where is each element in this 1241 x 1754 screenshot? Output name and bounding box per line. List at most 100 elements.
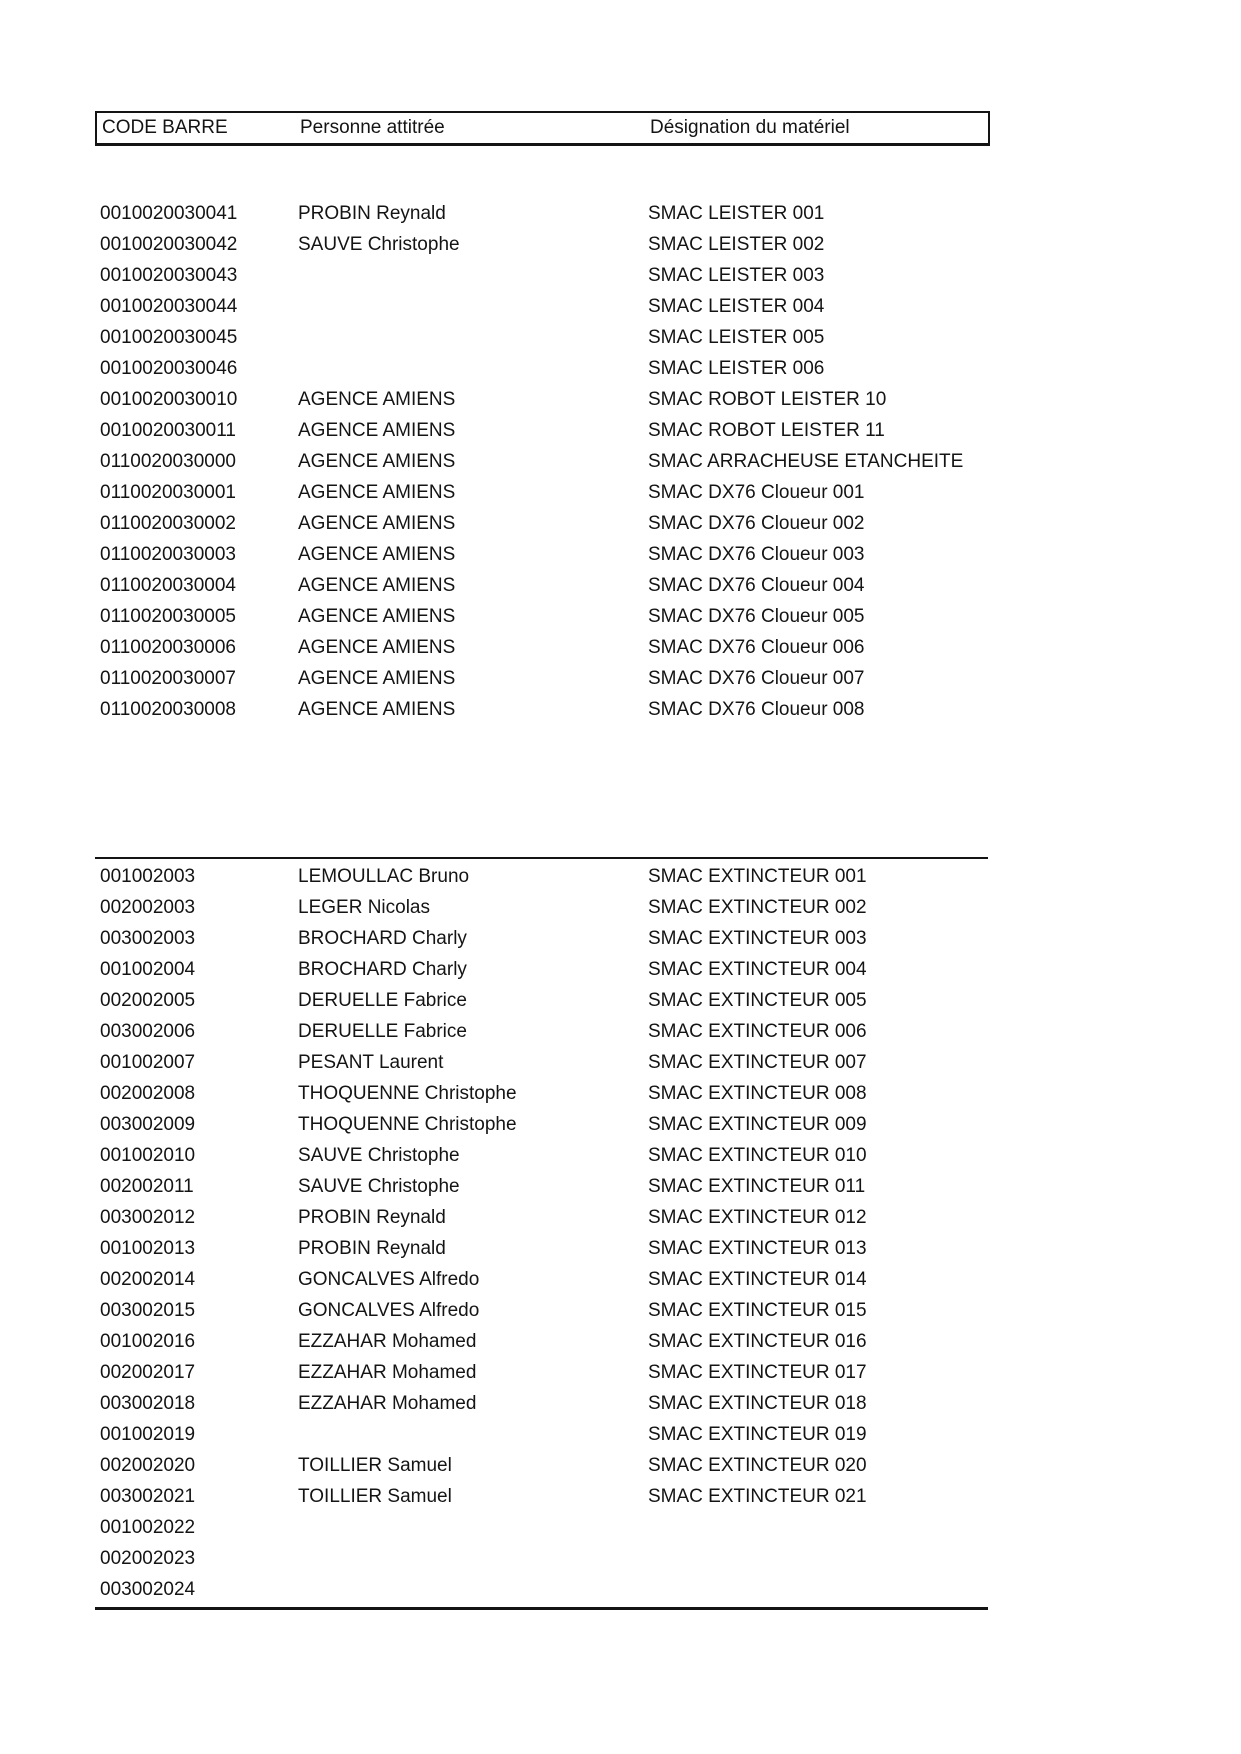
- cell-designation: SMAC DX76 Cloueur 002: [648, 513, 865, 534]
- cell-code: 001002003: [100, 866, 196, 887]
- cell-designation: SMAC DX76 Cloueur 007: [648, 668, 865, 689]
- cell-code: 003002003: [100, 928, 196, 949]
- cell-person: PROBIN Reynald: [298, 203, 446, 224]
- cell-code: 0110020030007: [100, 668, 236, 689]
- cell-code: 0010020030045: [100, 327, 238, 348]
- cell-designation: SMAC EXTINCTEUR 018: [648, 1393, 867, 1414]
- cell-designation: SMAC EXTINCTEUR 008: [648, 1083, 867, 1104]
- table-row: 001002016 EZZAHAR Mohamed SMAC EXTINCTEUR …: [0, 1326, 1241, 1357]
- cell-code: 0110020030008: [100, 699, 236, 720]
- cell-person: AGENCE AMIENS: [298, 482, 456, 503]
- cell-designation: SMAC LEISTER 001: [648, 203, 825, 224]
- table-row: 001002022: [0, 1512, 1241, 1543]
- cell-person: EZZAHAR Mohamed: [298, 1331, 477, 1352]
- cell-person: PROBIN Reynald: [298, 1207, 446, 1228]
- header-cell-designation-materiel: Désignation du matériel: [650, 117, 850, 138]
- cell-designation: SMAC EXTINCTEUR 010: [648, 1145, 867, 1166]
- table-row: 0010020030011 AGENCE AMIENS SMAC ROBOT LEI…: [0, 415, 1241, 446]
- cell-designation: SMAC EXTINCTEUR 009: [648, 1114, 867, 1135]
- cell-code: 0110020030006: [100, 637, 236, 658]
- cell-designation: SMAC EXTINCTEUR 007: [648, 1052, 867, 1073]
- cell-designation: SMAC EXTINCTEUR 015: [648, 1300, 867, 1321]
- table-row: 002002011 SAUVE Christophe SMAC EXTINCTEUR…: [0, 1171, 1241, 1202]
- section-divider-top: [95, 857, 988, 859]
- cell-person: AGENCE AMIENS: [298, 544, 456, 565]
- cell-designation: SMAC EXTINCTEUR 017: [648, 1362, 867, 1383]
- cell-code: 001002019: [100, 1424, 196, 1445]
- table-row: 001002003 LEMOULLAC Bruno SMAC EXTINCTEUR …: [0, 861, 1241, 892]
- table-row: 0110020030006 AGENCE AMIENS SMAC DX76 Clou…: [0, 632, 1241, 663]
- table-row: 0010020030042 SAUVE Christophe SMAC LEISTE…: [0, 229, 1241, 260]
- cell-person: DERUELLE Fabrice: [298, 990, 467, 1011]
- table-row: 0110020030000 AGENCE AMIENS SMAC ARRACHEUS…: [0, 446, 1241, 477]
- cell-code: 0110020030002: [100, 513, 236, 534]
- table-row: 002002005 DERUELLE Fabrice SMAC EXTINCTEUR…: [0, 985, 1241, 1016]
- cell-designation: SMAC ROBOT LEISTER 11: [648, 420, 885, 441]
- cell-designation: SMAC EXTINCTEUR 006: [648, 1021, 867, 1042]
- cell-person: AGENCE AMIENS: [298, 451, 456, 472]
- table-row: 001002007 PESANT Laurent SMAC EXTINCTEUR 0…: [0, 1047, 1241, 1078]
- header-cell-personne-attitree: Personne attitrée: [300, 117, 445, 138]
- cell-designation: SMAC EXTINCTEUR 013: [648, 1238, 867, 1259]
- cell-code: 001002004: [100, 959, 196, 980]
- table-row: 0010020030010 AGENCE AMIENS SMAC ROBOT LEI…: [0, 384, 1241, 415]
- table-row: 0010020030046 SMAC LEISTER 006: [0, 353, 1241, 384]
- cell-designation: SMAC EXTINCTEUR 011: [648, 1176, 866, 1197]
- table-row: 002002008 THOQUENNE Christophe SMAC EXTINC…: [0, 1078, 1241, 1109]
- cell-person: LEMOULLAC Bruno: [298, 866, 470, 887]
- cell-person: TOILLIER Samuel: [298, 1486, 452, 1507]
- table-row: 0010020030041 PROBIN Reynald SMAC LEISTER …: [0, 198, 1241, 229]
- header-cell-code-barre: CODE BARRE: [102, 117, 228, 138]
- table-row: 003002003 BROCHARD Charly SMAC EXTINCTEUR …: [0, 923, 1241, 954]
- cell-code: 003002021: [100, 1486, 196, 1507]
- cell-designation: SMAC DX76 Cloueur 003: [648, 544, 865, 565]
- cell-person: AGENCE AMIENS: [298, 420, 456, 441]
- cell-person: EZZAHAR Mohamed: [298, 1393, 477, 1414]
- cell-code: 003002006: [100, 1021, 196, 1042]
- cell-person: AGENCE AMIENS: [298, 668, 456, 689]
- cell-code: 002002017: [100, 1362, 196, 1383]
- cell-designation: SMAC EXTINCTEUR 012: [648, 1207, 867, 1228]
- cell-designation: SMAC EXTINCTEUR 019: [648, 1424, 867, 1445]
- cell-code: 0110020030000: [100, 451, 236, 472]
- table-row: 001002010 SAUVE Christophe SMAC EXTINCTEUR…: [0, 1140, 1241, 1171]
- table-row: 002002003 LEGER Nicolas SMAC EXTINCTEUR 00…: [0, 892, 1241, 923]
- cell-code: 0110020030004: [100, 575, 236, 596]
- table-row: 003002024: [0, 1574, 1241, 1605]
- cell-person: THOQUENNE Christophe: [298, 1114, 517, 1135]
- extincteur-section-rows: 001002003 LEMOULLAC Bruno SMAC EXTINCTEUR …: [0, 861, 1241, 1605]
- cell-code: 003002012: [100, 1207, 196, 1228]
- cell-person: AGENCE AMIENS: [298, 637, 456, 658]
- cell-designation: SMAC DX76 Cloueur 001: [648, 482, 865, 503]
- cell-person: AGENCE AMIENS: [298, 699, 456, 720]
- cell-person: AGENCE AMIENS: [298, 606, 456, 627]
- cell-designation: SMAC ROBOT LEISTER 10: [648, 389, 887, 410]
- cell-code: 002002008: [100, 1083, 196, 1104]
- table-row: 002002017 EZZAHAR Mohamed SMAC EXTINCTEUR …: [0, 1357, 1241, 1388]
- cell-code: 003002009: [100, 1114, 196, 1135]
- table-row: 003002006 DERUELLE Fabrice SMAC EXTINCTEUR…: [0, 1016, 1241, 1047]
- cell-code: 0010020030041: [100, 203, 238, 224]
- cell-designation: SMAC EXTINCTEUR 004: [648, 959, 867, 980]
- cell-code: 001002007: [100, 1052, 196, 1073]
- table-row: 002002014 GONCALVES Alfredo SMAC EXTINCTEU…: [0, 1264, 1241, 1295]
- cell-designation: SMAC EXTINCTEUR 014: [648, 1269, 867, 1290]
- table-row: 003002021 TOILLIER Samuel SMAC EXTINCTEUR …: [0, 1481, 1241, 1512]
- section-divider-bottom: [95, 1607, 988, 1610]
- cell-code: 0110020030001: [100, 482, 236, 503]
- cell-person: EZZAHAR Mohamed: [298, 1362, 477, 1383]
- cell-person: PESANT Laurent: [298, 1052, 444, 1073]
- table-header: CODE BARRE Personne attitrée Désignation…: [95, 111, 990, 146]
- cell-designation: SMAC EXTINCTEUR 016: [648, 1331, 867, 1352]
- cell-code: 0010020030011: [100, 420, 236, 441]
- cell-person: PROBIN Reynald: [298, 1238, 446, 1259]
- cell-person: LEGER Nicolas: [298, 897, 430, 918]
- cell-person: DERUELLE Fabrice: [298, 1021, 467, 1042]
- cell-code: 002002014: [100, 1269, 196, 1290]
- cell-designation: SMAC EXTINCTEUR 002: [648, 897, 867, 918]
- cell-person: AGENCE AMIENS: [298, 575, 456, 596]
- cell-code: 001002022: [100, 1517, 196, 1538]
- table-row: 0010020030044 SMAC LEISTER 004: [0, 291, 1241, 322]
- cell-code: 003002015: [100, 1300, 196, 1321]
